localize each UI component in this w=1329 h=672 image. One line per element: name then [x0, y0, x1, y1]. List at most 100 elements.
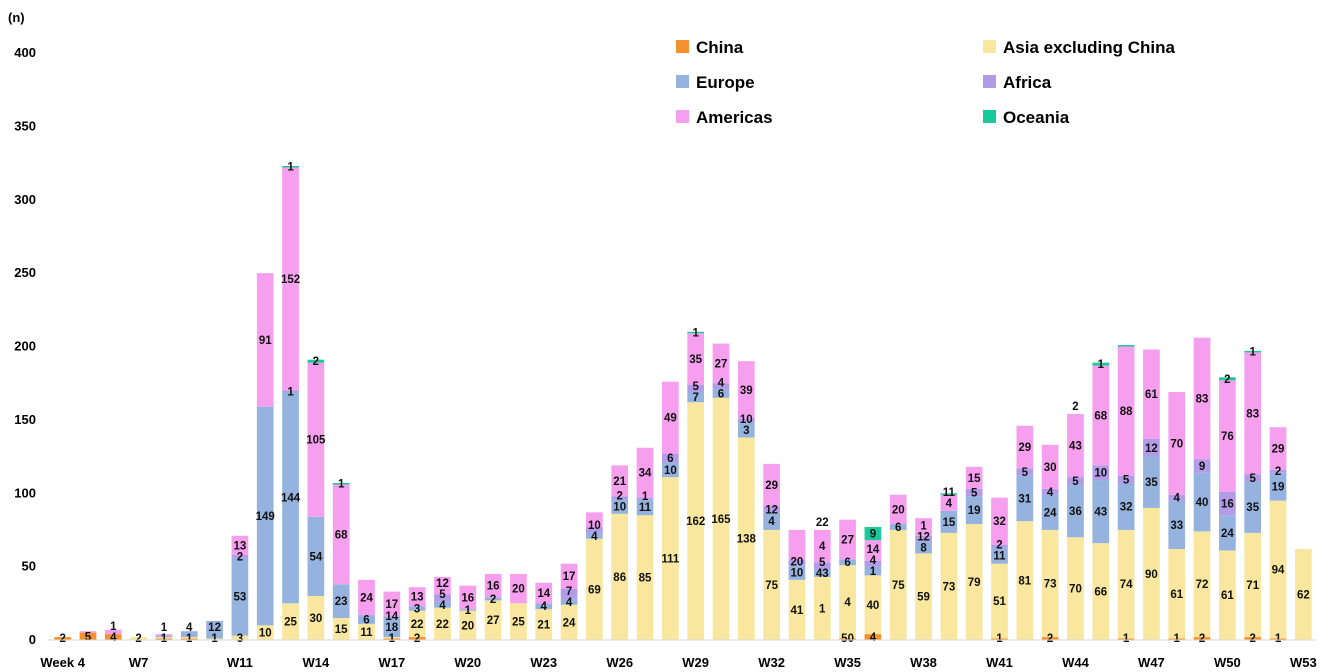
bar-segment [611, 496, 629, 500]
data-label: 40 [867, 600, 880, 612]
bar-segment [636, 515, 654, 640]
data-label: 138 [737, 534, 757, 546]
bar-segment [1067, 537, 1084, 640]
bar-segment [1067, 477, 1084, 485]
data-label: 3 [414, 603, 420, 615]
data-label: 5 [85, 631, 92, 643]
data-label: 6 [667, 453, 673, 465]
bar-segment [763, 512, 780, 530]
x-tick-label: W7 [129, 655, 149, 670]
data-label: 1 [1249, 347, 1256, 359]
x-tick-label: W44 [1062, 655, 1090, 670]
bar-segment [1016, 425, 1034, 469]
data-label: 10 [740, 414, 753, 426]
data-label: 20 [512, 584, 525, 596]
bar-segment [586, 527, 603, 533]
data-label: 20 [892, 504, 905, 516]
x-tick-label: Week 4 [40, 655, 85, 670]
data-label: 43 [816, 568, 829, 580]
bar-segment [737, 422, 755, 438]
data-label: 54 [309, 551, 322, 563]
data-label: 1 [161, 622, 168, 634]
bar-segment [1143, 456, 1160, 508]
data-label: 4 [718, 377, 725, 389]
bar-segment [1244, 481, 1262, 533]
bar-segment [661, 477, 679, 640]
bar-segment [965, 496, 983, 525]
data-label: 2 [616, 490, 622, 502]
data-label: 10 [1094, 468, 1107, 480]
data-label: 30 [309, 613, 322, 625]
bar-segment [282, 391, 299, 604]
data-label: 12 [917, 532, 930, 544]
bar-segment [737, 437, 755, 640]
data-label: 1 [338, 479, 345, 491]
bar-segment [1244, 352, 1262, 475]
bar-segment [1219, 380, 1236, 492]
bar-segment [307, 516, 325, 596]
bar-segment [1117, 638, 1135, 640]
bar-segment [1041, 444, 1059, 489]
data-label: 22 [816, 517, 829, 529]
bar-segment [965, 524, 983, 640]
data-label: 40 [1196, 497, 1209, 509]
bar-segment [1143, 438, 1160, 457]
data-label: 1 [642, 491, 649, 503]
bar-segment [737, 418, 755, 423]
data-label: 86 [613, 572, 626, 584]
bar-segment [1092, 543, 1110, 640]
data-label: 9 [1199, 461, 1205, 473]
bar-segment [636, 499, 654, 516]
bar-segment [1168, 500, 1186, 550]
data-label: 13 [411, 592, 424, 604]
bar-segment [155, 638, 173, 640]
x-axis: Week 4 W7 W11 W14 W17 W20 W23 W26 W29 W32 W35 W38 W4… [40, 655, 1316, 670]
data-label: 10 [613, 501, 626, 513]
data-label: 2 [1275, 466, 1281, 478]
data-label: 4 [110, 632, 117, 644]
data-label: 61 [1145, 389, 1158, 401]
bar-segment [788, 565, 806, 580]
data-label: 70 [1069, 584, 1082, 596]
data-label: 27 [715, 358, 728, 370]
data-label: 25 [512, 617, 525, 629]
bar-segment [586, 512, 603, 528]
bar-segment [1092, 365, 1110, 466]
data-label: 4 [566, 597, 573, 609]
bar-segment [1117, 345, 1135, 347]
bar-segment [1143, 507, 1160, 640]
bar-segment [1269, 472, 1287, 501]
y-tick-label: 50 [22, 559, 36, 574]
bar-segment [763, 529, 780, 640]
legend-swatch [983, 75, 996, 88]
data-label: 61 [1170, 589, 1183, 601]
data-label: 2 [1047, 633, 1053, 645]
bar-segment [687, 384, 705, 392]
bar-segment [864, 575, 882, 635]
bar-segment [687, 333, 705, 385]
bar-segment [586, 538, 603, 640]
bar-segment [991, 547, 1008, 564]
y-tick-label: 0 [29, 632, 36, 647]
data-label: 62 [1297, 590, 1310, 602]
data-label: 1 [389, 633, 396, 645]
data-label: 39 [740, 385, 753, 397]
data-label: 29 [1272, 443, 1285, 455]
data-label: 149 [256, 511, 275, 523]
bar-segment [383, 591, 401, 617]
data-label: 85 [639, 573, 652, 585]
data-label: 50 [841, 633, 854, 645]
bar-segment [611, 499, 629, 514]
bar-segment [1168, 638, 1186, 640]
bar-segment [915, 535, 932, 542]
data-label: 1 [161, 633, 168, 645]
data-label: 76 [1221, 431, 1234, 443]
bar-segment [332, 584, 350, 618]
x-tick-label: W23 [530, 655, 557, 670]
x-tick-label: W47 [1138, 655, 1165, 670]
x-tick-label: W50 [1214, 655, 1241, 670]
data-label: 81 [1018, 576, 1031, 588]
bar-segment [839, 559, 856, 566]
data-label: 4 [844, 597, 851, 609]
bar-segment [408, 606, 426, 611]
